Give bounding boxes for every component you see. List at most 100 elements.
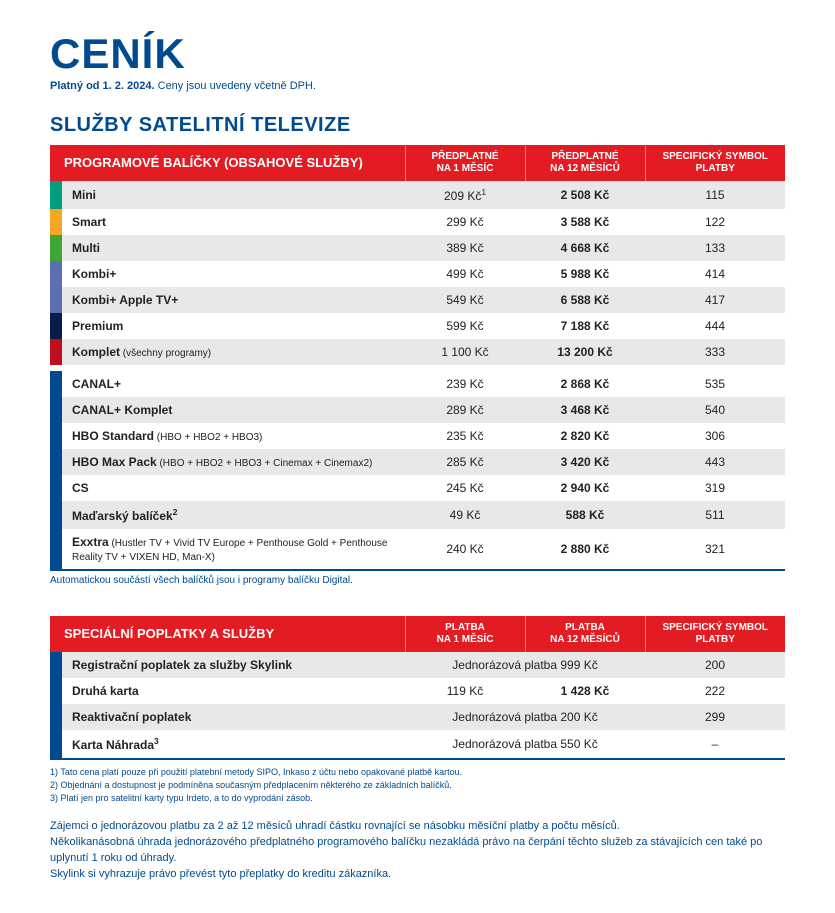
payment-symbol: 319: [645, 475, 785, 501]
payment-symbol: 511: [645, 501, 785, 529]
fee-row: Karta Náhrada3Jednorázová platba 550 Kč–: [50, 730, 785, 759]
section-title-tv: SLUŽBY SATELITNÍ TELEVIZE: [50, 114, 785, 137]
row-color-bar: [50, 475, 62, 501]
row-color-bar: [50, 235, 62, 261]
row-color-bar: [50, 339, 62, 368]
package-name: Maďarský balíček2: [62, 501, 405, 529]
price-month: 549 Kč: [405, 287, 525, 313]
fee-symbol: 299: [645, 704, 785, 730]
price-month: 239 Kč: [405, 368, 525, 397]
payment-symbol: 115: [645, 181, 785, 209]
fee-row: Druhá karta119 Kč1 428 Kč222: [50, 678, 785, 704]
payment-symbol: 535: [645, 368, 785, 397]
price-month: 209 Kč1: [405, 181, 525, 209]
package-name: CANAL+ Komplet: [62, 397, 405, 423]
fee-symbol: 200: [645, 652, 785, 678]
package-name: CS: [62, 475, 405, 501]
fees-header-symbol: SPECIFICKÝ SYMBOLPLATBY: [645, 616, 785, 652]
fees-table: SPECIÁLNÍ POPLATKY A SLUŽBY PLATBANA 1 M…: [50, 616, 785, 760]
fee-year: 1 428 Kč: [525, 678, 645, 704]
row-color-bar: [50, 449, 62, 475]
auto-note: Automatickou součástí všech balíčků jsou…: [50, 575, 785, 586]
price-month: 389 Kč: [405, 235, 525, 261]
row-color-bar: [50, 209, 62, 235]
package-row: HBO Max Pack (HBO + HBO2 + HBO3 + Cinema…: [50, 449, 785, 475]
row-color-bar: [50, 501, 62, 529]
row-color-bar: [50, 529, 62, 570]
row-color-bar: [50, 652, 62, 678]
validity-bold: Platný od 1. 2. 2024.: [50, 80, 155, 92]
fees-header-main: SPECIÁLNÍ POPLATKY A SLUŽBY: [50, 616, 405, 652]
price-year: 588 Kč: [525, 501, 645, 529]
fee-symbol: –: [645, 730, 785, 759]
price-year: 2 820 Kč: [525, 423, 645, 449]
package-row: Mini209 Kč12 508 Kč115: [50, 181, 785, 209]
price-year: 3 420 Kč: [525, 449, 645, 475]
price-month: 235 Kč: [405, 423, 525, 449]
validity-line: Platný od 1. 2. 2024. Ceny jsou uvedeny …: [50, 80, 785, 92]
page-title: CENÍK: [50, 30, 785, 78]
fee-name: Druhá karta: [62, 678, 405, 704]
package-name: Mini: [62, 181, 405, 209]
package-row: CANAL+ Komplet289 Kč3 468 Kč540: [50, 397, 785, 423]
price-year: 4 668 Kč: [525, 235, 645, 261]
package-row: Kombi+499 Kč5 988 Kč414: [50, 261, 785, 287]
fee-name: Karta Náhrada3: [62, 730, 405, 759]
price-year: 5 988 Kč: [525, 261, 645, 287]
price-year: 3 468 Kč: [525, 397, 645, 423]
package-row: CANAL+239 Kč2 868 Kč535: [50, 368, 785, 397]
package-row: Kombi+ Apple TV+549 Kč6 588 Kč417: [50, 287, 785, 313]
footnotes: 1) Tato cena platí pouze při použití pla…: [50, 766, 785, 805]
price-month: 289 Kč: [405, 397, 525, 423]
price-month: 285 Kč: [405, 449, 525, 475]
fee-name: Registrační poplatek za služby Skylink: [62, 652, 405, 678]
row-color-bar: [50, 287, 62, 313]
price-year: 2 940 Kč: [525, 475, 645, 501]
row-color-bar: [50, 181, 62, 209]
packages-header-row: PROGRAMOVÉ BALÍČKY (OBSAHOVÉ SLUŽBY) PŘE…: [50, 145, 785, 181]
price-year: 2 880 Kč: [525, 529, 645, 570]
package-row: CS245 Kč2 940 Kč319: [50, 475, 785, 501]
validity-rest: Ceny jsou uvedeny včetně DPH.: [155, 80, 316, 92]
fee-symbol: 222: [645, 678, 785, 704]
body-text: Zájemci o jednorázovou platbu za 2 až 12…: [50, 819, 785, 883]
fee-name: Reaktivační poplatek: [62, 704, 405, 730]
payment-symbol: 321: [645, 529, 785, 570]
price-month: 599 Kč: [405, 313, 525, 339]
packages-table: PROGRAMOVÉ BALÍČKY (OBSAHOVÉ SLUŽBY) PŘE…: [50, 145, 785, 571]
package-row: Exxtra (Hustler TV + Vivid TV Europe + P…: [50, 529, 785, 570]
payment-symbol: 540: [645, 397, 785, 423]
package-name: HBO Max Pack (HBO + HBO2 + HBO3 + Cinema…: [62, 449, 405, 475]
price-month: 1 100 Kč: [405, 339, 525, 368]
package-row: Maďarský balíček249 Kč588 Kč511: [50, 501, 785, 529]
package-row: Smart299 Kč3 588 Kč122: [50, 209, 785, 235]
package-name: Multi: [62, 235, 405, 261]
row-color-bar: [50, 678, 62, 704]
price-month: 299 Kč: [405, 209, 525, 235]
price-year: 6 588 Kč: [525, 287, 645, 313]
footnote-1: 1) Tato cena platí pouze při použití pla…: [50, 766, 785, 779]
price-month: 245 Kč: [405, 475, 525, 501]
footnote-3: 3) Platí jen pro satelitní karty typu Ir…: [50, 792, 785, 805]
price-year: 2 868 Kč: [525, 368, 645, 397]
fee-month: 119 Kč: [405, 678, 525, 704]
package-name: Premium: [62, 313, 405, 339]
fee-merged-price: Jednorázová platba 550 Kč: [405, 730, 645, 759]
body-p2: Několikanásobná úhrada jednorázového pře…: [50, 835, 785, 867]
packages-header-month: PŘEDPLATNÉNA 1 MĚSÍC: [405, 145, 525, 181]
fee-merged-price: Jednorázová platba 999 Kč: [405, 652, 645, 678]
package-row: Multi389 Kč4 668 Kč133: [50, 235, 785, 261]
packages-header-main: PROGRAMOVÉ BALÍČKY (OBSAHOVÉ SLUŽBY): [50, 145, 405, 181]
row-color-bar: [50, 261, 62, 287]
payment-symbol: 133: [645, 235, 785, 261]
fees-header-month: PLATBANA 1 MĚSÍC: [405, 616, 525, 652]
fees-header-year: PLATBANA 12 MĚSÍCŮ: [525, 616, 645, 652]
row-color-bar: [50, 730, 62, 759]
package-name: HBO Standard (HBO + HBO2 + HBO3): [62, 423, 405, 449]
payment-symbol: 333: [645, 339, 785, 368]
footnote-2: 2) Objednání a dostupnost je podmíněna s…: [50, 779, 785, 792]
price-year: 13 200 Kč: [525, 339, 645, 368]
payment-symbol: 417: [645, 287, 785, 313]
fee-merged-price: Jednorázová platba 200 Kč: [405, 704, 645, 730]
price-month: 49 Kč: [405, 501, 525, 529]
